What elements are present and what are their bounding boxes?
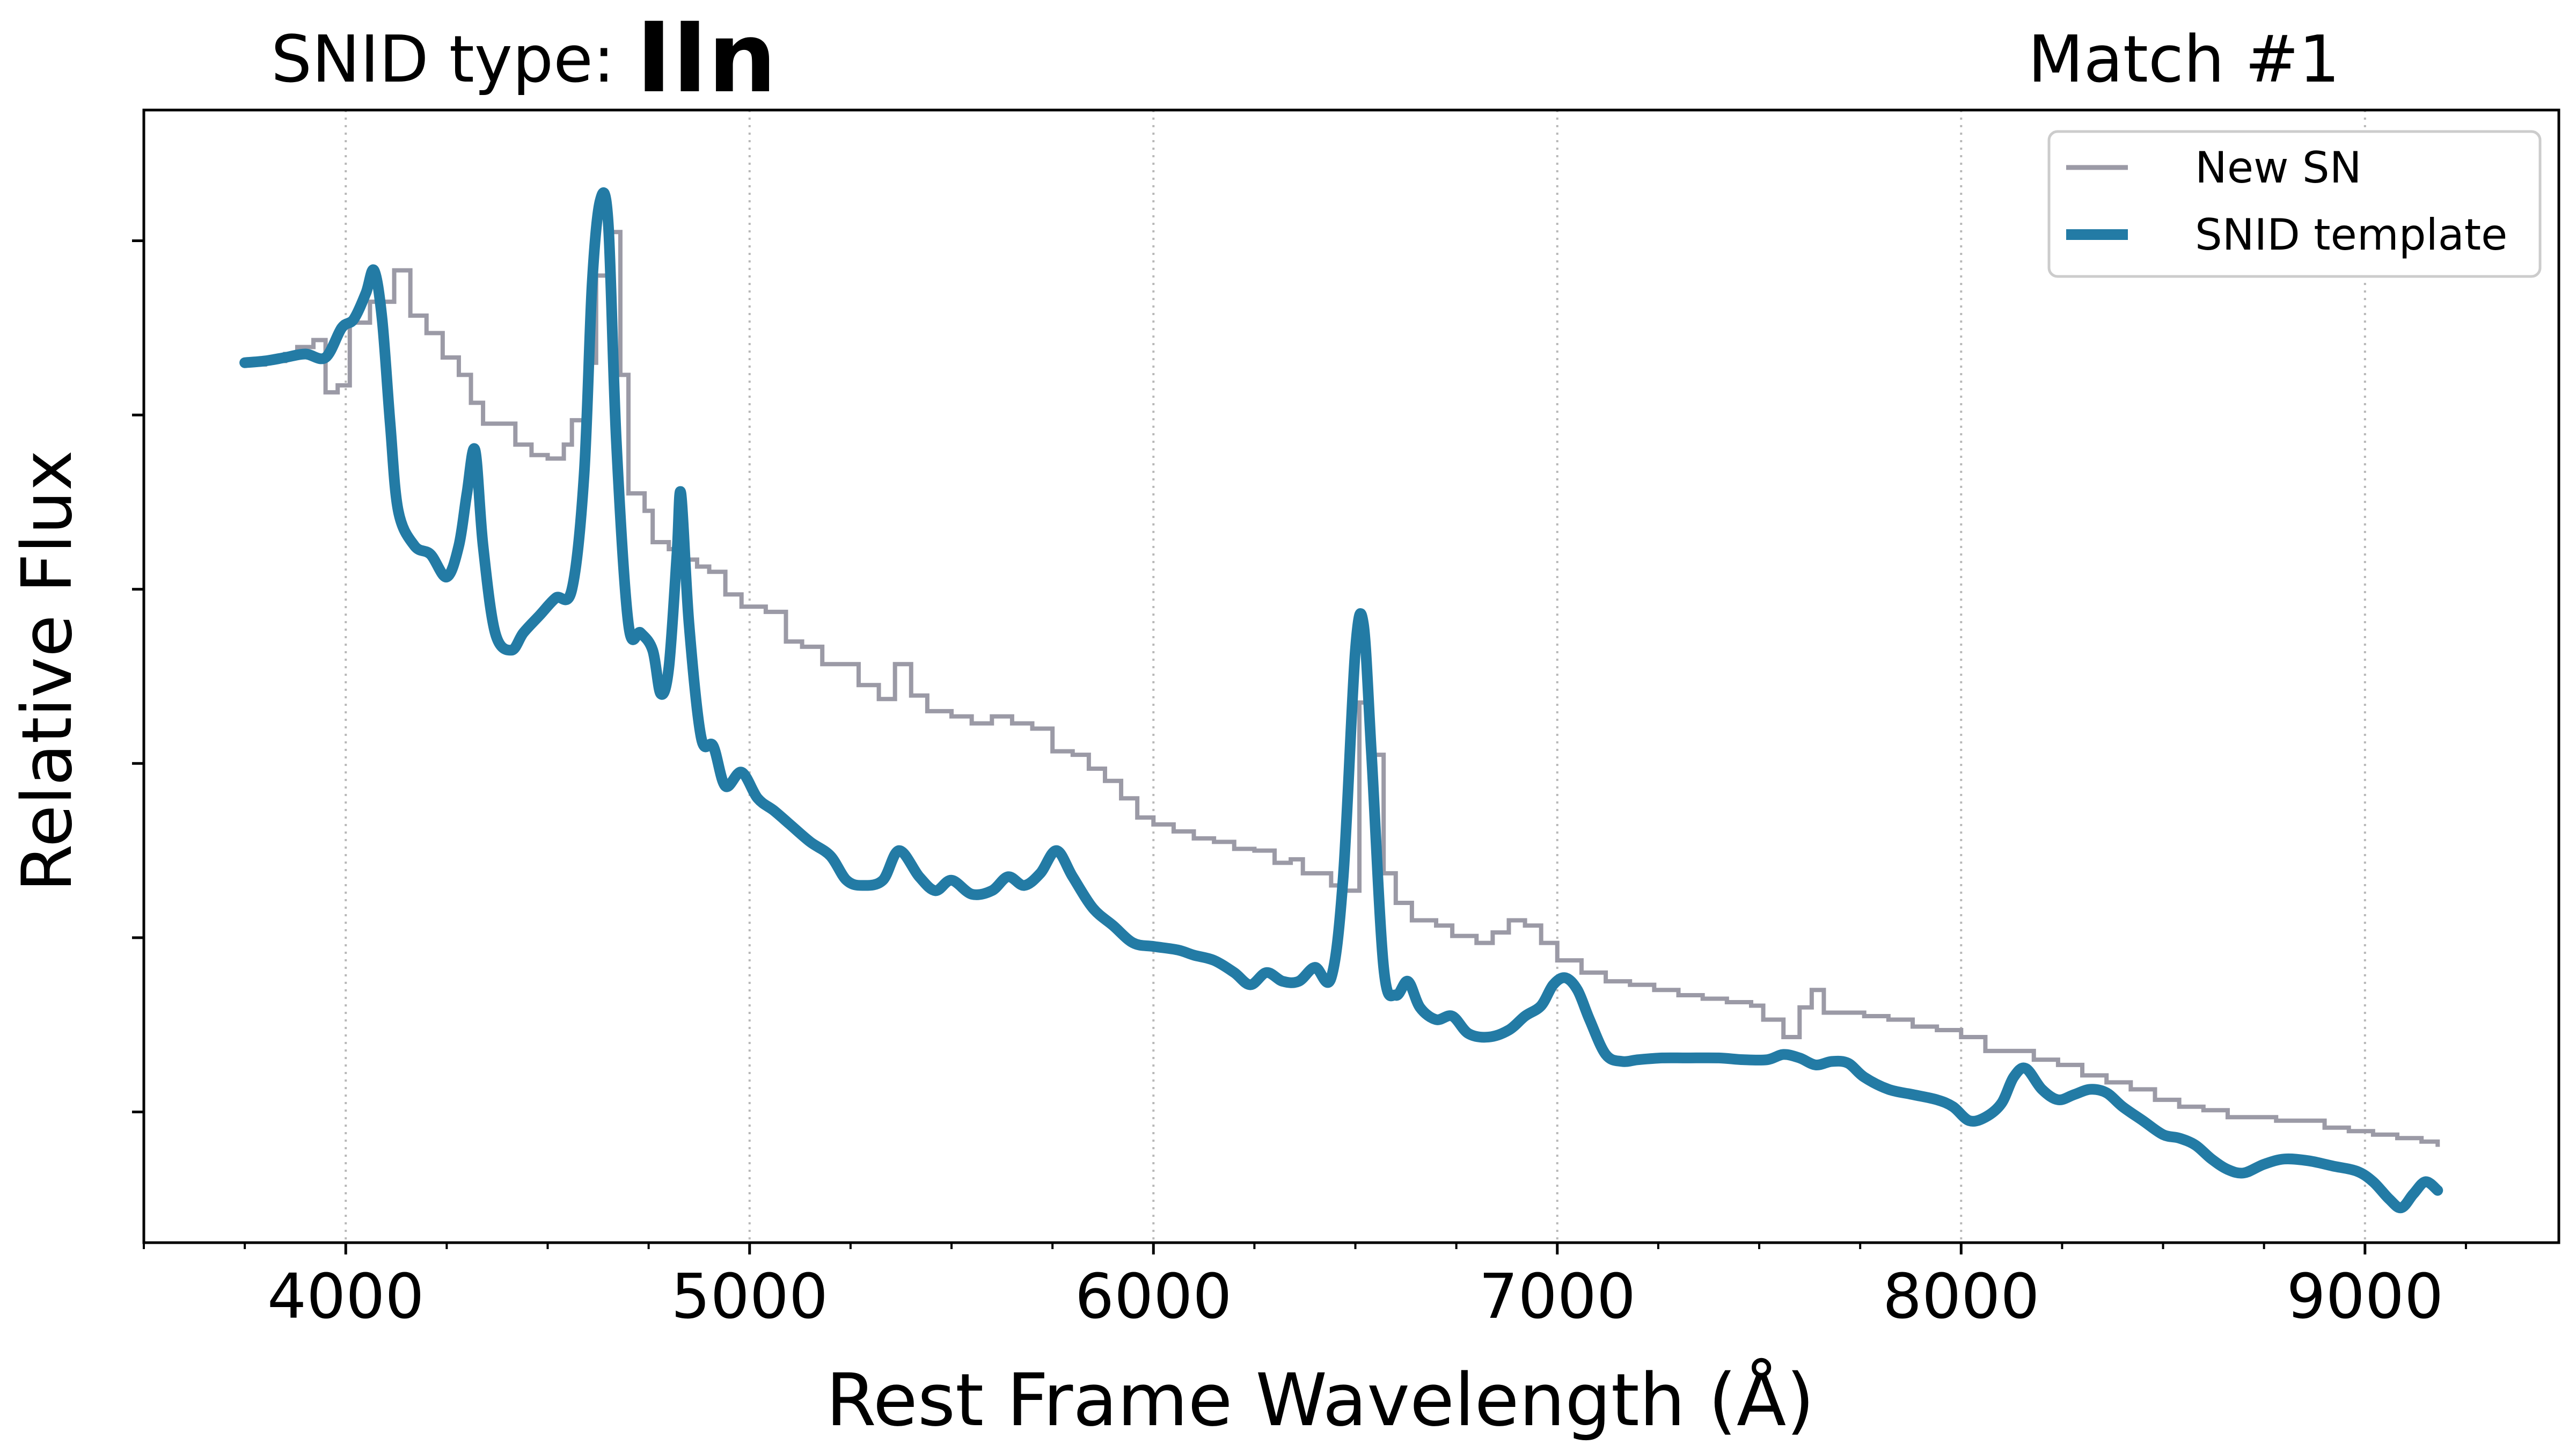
x-tick-label-7000: 7000 [1479, 1261, 1636, 1333]
legend-new-sn-label: New SN [2195, 143, 2362, 193]
x-tick-label-8000: 8000 [1883, 1261, 2040, 1333]
plot-frame [142, 108, 2560, 1244]
match-label: Match #1 [2028, 23, 2340, 97]
y-axis-label: Relative Flux [8, 450, 87, 892]
series-snid-template-line [239, 187, 2443, 1214]
axis-ticks: 4000 5000 6000 7000 8000 9000 [132, 239, 2467, 1333]
x-tick-label-6000: 6000 [1075, 1261, 1232, 1333]
snid-type-value: IIn [636, 2, 777, 114]
x-tick-label-5000: 5000 [671, 1261, 828, 1333]
grid-lines [345, 110, 2366, 1243]
series-group [239, 187, 2443, 1214]
x-axis-label: Rest Frame Wavelength (Å) [826, 1358, 1814, 1442]
x-tick-label-9000: 9000 [2286, 1261, 2443, 1333]
snid-type-label: SNID type: [271, 23, 614, 97]
x-tick-label-4000: 4000 [267, 1261, 425, 1333]
legend-snid-template-label: SNID template [2195, 210, 2507, 260]
legend: New SN SNID template [2047, 130, 2542, 278]
legend-box [2047, 130, 2542, 278]
series-new-sn-line [245, 230, 2440, 1147]
